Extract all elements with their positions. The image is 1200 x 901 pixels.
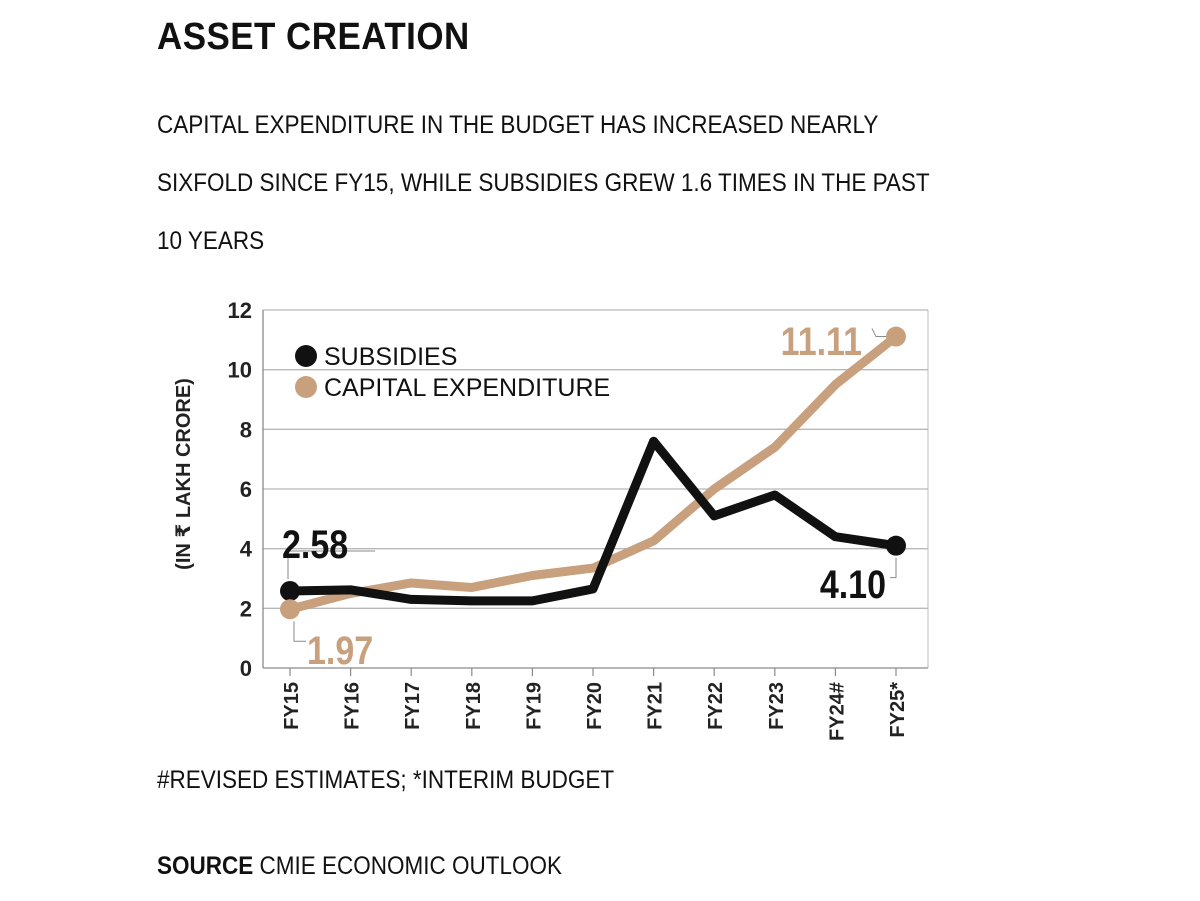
source-line: SOURCE CMIE ECONOMIC OUTLOOK — [157, 852, 562, 881]
leader-line — [890, 557, 897, 579]
chart-subtitle: CAPITAL EXPENDITURE IN THE BUDGET HAS IN… — [157, 111, 930, 255]
legend: SUBSIDIES CAPITAL EXPENDITURE — [295, 343, 610, 402]
point-marker — [280, 581, 300, 602]
x-tick-label: FY20 — [584, 682, 606, 730]
x-tick-label: FY16 — [342, 682, 364, 730]
x-tick-label: FY22 — [705, 682, 727, 730]
x-tick-label: FY15 — [281, 682, 303, 730]
footnote: #REVISED ESTIMATES; *INTERIM BUDGET — [157, 766, 615, 794]
x-tick-label: FY19 — [523, 682, 545, 730]
data-annotations: 2.58 1.97 4.10 11.11 — [282, 318, 897, 673]
y-tick-label: 0 — [240, 656, 252, 681]
point-marker — [280, 599, 300, 620]
legend-marker-subsidies — [295, 345, 317, 367]
series-lines — [280, 326, 906, 620]
legend-label-capex: CAPITAL EXPENDITURE — [324, 374, 610, 402]
data-label: 1.97 — [307, 627, 373, 672]
data-label: 4.10 — [820, 561, 886, 606]
legend-marker-capex — [295, 376, 317, 398]
leader-line — [293, 621, 306, 642]
y-tick-label: 12 — [228, 298, 252, 323]
x-tick-label: FY24# — [826, 682, 848, 741]
y-axis-label: (IN ₹ LAKH CRORE) — [173, 378, 195, 570]
source-label: SOURCE — [157, 852, 254, 880]
y-tick-label: 2 — [240, 596, 252, 621]
x-axis-ticks: FY15 FY16 FY17 FY18 FY19 FY20 FY21 FY22 FY23 FY24… — [281, 668, 909, 741]
x-tick-label: FY17 — [402, 682, 424, 730]
gridlines — [262, 309, 929, 669]
data-label: 11.11 — [781, 318, 862, 363]
x-tick-label: FY21 — [645, 682, 667, 730]
leader-line — [871, 328, 886, 338]
x-tick-label: FY18 — [463, 682, 485, 730]
x-tick-label: FY25* — [887, 682, 909, 738]
series-line-subsidies — [285, 436, 901, 606]
chart-title: ASSET CREATION — [157, 16, 470, 58]
y-tick-label: 6 — [240, 477, 252, 502]
y-tick-label: 8 — [240, 417, 252, 442]
leader-line — [287, 550, 375, 580]
data-label: 2.58 — [282, 521, 348, 566]
source-text: CMIE ECONOMIC OUTLOOK — [259, 852, 563, 880]
point-marker — [886, 535, 906, 556]
y-tick-label: 4 — [240, 537, 253, 562]
series-line-capex — [285, 332, 901, 614]
x-tick-label: FY23 — [766, 682, 788, 730]
legend-label-subsidies: SUBSIDIES — [324, 343, 457, 371]
point-marker — [886, 326, 906, 347]
y-axis-ticks: 0 2 4 6 8 10 12 — [228, 298, 253, 681]
y-tick-label: 10 — [228, 358, 252, 383]
